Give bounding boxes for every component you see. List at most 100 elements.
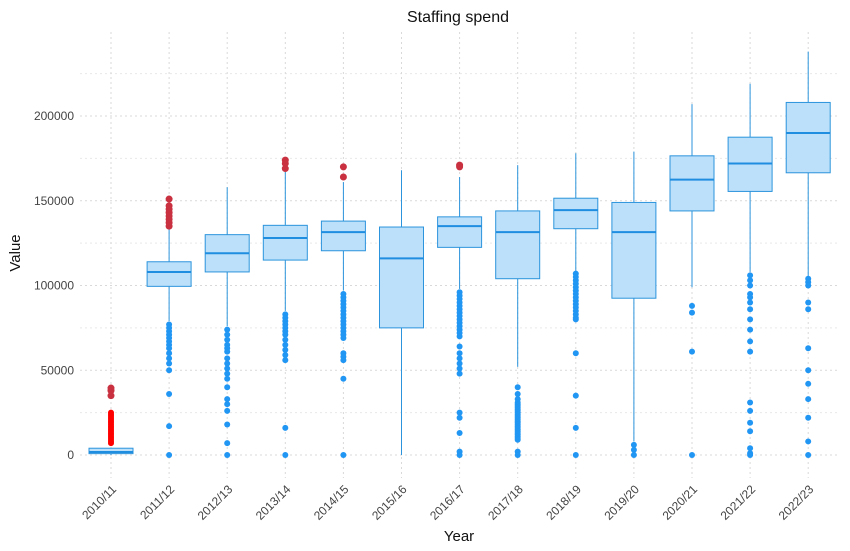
box-group-2019/20 [611, 151, 657, 458]
outlier-point [340, 375, 347, 382]
x-tick-label: 2014/15 [311, 482, 352, 523]
x-tick-label: 2016/17 [427, 482, 468, 523]
outlier-point [456, 360, 463, 367]
outlier-point [166, 390, 173, 397]
outlier-point [166, 452, 173, 458]
outlier-point-highlight [281, 165, 289, 173]
outlier-point [630, 441, 637, 448]
outlier-point [572, 392, 579, 399]
outlier-point-highlight [339, 173, 347, 181]
x-tick-label: 2020/21 [660, 482, 701, 523]
x-axis-title: Year [444, 528, 474, 545]
box-group-2021/22 [727, 83, 773, 458]
x-tick-label: 2021/22 [718, 482, 759, 523]
outlier-point [282, 424, 289, 431]
outlier-point [224, 331, 231, 338]
outlier-point [456, 365, 463, 372]
outlier-point [224, 396, 231, 403]
iqr-box [379, 226, 424, 329]
outlier-point [282, 331, 289, 338]
y-tick-label: 150000 [34, 194, 74, 208]
outlier-point [282, 341, 289, 348]
boxes [88, 51, 831, 458]
outlier-point [224, 452, 231, 458]
outlier-point [689, 302, 695, 309]
outlier-point [805, 380, 812, 387]
outlier-point [340, 357, 347, 364]
outlier-point [747, 445, 754, 452]
y-tick-label: 0 [67, 448, 74, 462]
outlier-point [224, 355, 231, 362]
box-group-2022/23 [785, 51, 831, 458]
outlier-point [224, 375, 231, 382]
y-tick-label: 200000 [34, 109, 74, 123]
outlier-point [514, 390, 521, 397]
box-group-2020/21 [669, 104, 715, 458]
box-group-2013/14 [262, 156, 308, 458]
outlier-point [224, 384, 231, 391]
outlier-point [166, 360, 173, 367]
outlier-point [747, 348, 754, 355]
outlier-point [456, 370, 463, 377]
outlier-point [514, 452, 521, 458]
outlier-point [224, 326, 231, 333]
outlier-point [224, 336, 231, 343]
outlier-point-highlight [107, 387, 115, 395]
outlier-point [747, 452, 754, 458]
outlier-point [166, 367, 173, 374]
iqr-box [611, 201, 657, 299]
outlier-point [572, 316, 579, 323]
iqr-box [785, 101, 831, 174]
outlier-point [456, 350, 463, 357]
outlier-point [282, 357, 289, 364]
outlier-point [514, 384, 521, 391]
x-tick-label: 2013/14 [253, 482, 294, 523]
outlier-point [166, 345, 173, 352]
outlier-point [630, 446, 637, 453]
x-tick-label: 2022/23 [776, 482, 817, 523]
iqr-box [320, 220, 366, 252]
outlier-point [689, 452, 695, 458]
chart-title: Staffing spend [407, 9, 509, 26]
outlier-point [805, 299, 812, 306]
outlier-point [747, 282, 754, 289]
outlier-point [747, 407, 754, 414]
outlier-point [805, 452, 812, 458]
outlier-point [689, 309, 695, 316]
outlier-point [340, 335, 347, 342]
outlier-point [805, 396, 812, 403]
y-axis-ticks: 0 50000 100000 150000 200000 [34, 109, 74, 462]
outlier-point [805, 306, 812, 313]
outlier-point-highlight [281, 159, 289, 167]
outlier-point [630, 452, 637, 458]
outlier-point [166, 350, 173, 357]
x-tick-label: 2012/13 [195, 482, 236, 523]
y-axis-title: Value [7, 234, 24, 271]
outlier-point [514, 436, 521, 443]
iqr-box [88, 447, 134, 455]
outlier-point [224, 421, 231, 428]
outlier-point [456, 333, 463, 340]
iqr-box [262, 224, 308, 261]
box-group-2014/15 [320, 163, 366, 458]
outlier-point [282, 351, 289, 358]
outlier-point [166, 355, 173, 362]
outlier-point [747, 428, 754, 435]
outlier-point [224, 348, 231, 355]
x-tick-label: 2011/12 [137, 482, 177, 522]
outlier-point [224, 401, 231, 408]
y-tick-label: 100000 [34, 279, 74, 293]
outlier-point [456, 452, 463, 458]
outlier-point [224, 365, 231, 372]
outlier-point [224, 370, 231, 377]
x-tick-label: 2017/18 [485, 482, 526, 523]
box-group-2018/19 [553, 153, 599, 458]
outlier-point [224, 407, 231, 414]
iqr-box [495, 210, 541, 280]
outlier-point [456, 409, 463, 416]
outlier-point [456, 429, 463, 436]
outlier-point [224, 360, 231, 367]
iqr-box [669, 155, 715, 212]
iqr-box [437, 216, 483, 248]
